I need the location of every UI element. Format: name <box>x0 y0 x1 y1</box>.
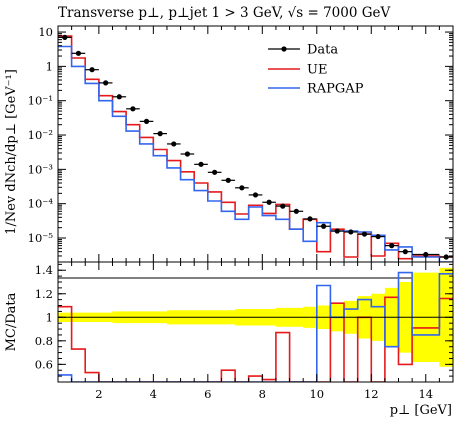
data-point <box>239 185 245 191</box>
data-point <box>280 203 286 209</box>
top-y-axis-label: 1/Nev dNch/dp⊥ [GeV⁻¹] <box>4 69 19 235</box>
top-content <box>58 34 453 262</box>
data-point <box>103 80 109 86</box>
data-point <box>307 216 313 222</box>
top-y-ticks: 10 1 10⁻¹ 10⁻² 10⁻³ 10⁻⁴ 10⁻⁵ <box>28 25 453 263</box>
legend-data-label: Data <box>307 43 338 58</box>
data-point <box>62 34 68 40</box>
top-panel: 10 1 10⁻¹ 10⁻² 10⁻³ 10⁻⁴ 10⁻⁵ 1/Nev dNch/dp⊥ [… <box>4 25 454 279</box>
series-ue-line <box>58 35 453 260</box>
data-point <box>143 118 150 124</box>
ratio-panel: 0.6 0.8 1 1.2 1.4 MC/Data <box>4 261 454 383</box>
y-tick-label: 10⁻¹ <box>28 94 53 108</box>
y-tick-label: 10⁻⁴ <box>28 197 54 211</box>
data-point <box>225 177 231 183</box>
data-point <box>321 223 327 229</box>
x-tick-label: 8 <box>259 387 266 401</box>
x-axis-ticks: 2 4 6 8 10 12 14 <box>57 26 454 401</box>
data-point <box>184 151 190 157</box>
ratio-tick-label: 1.2 <box>35 287 53 301</box>
y-tick-label: 1 <box>46 59 53 73</box>
data-point <box>75 50 82 56</box>
data-point <box>212 169 218 175</box>
top-frame <box>57 25 454 279</box>
data-point <box>402 249 408 255</box>
data-point <box>443 254 449 260</box>
ratio-content <box>58 267 453 382</box>
y-tick-label: 10⁻² <box>28 128 53 142</box>
x-tick-label: 14 <box>418 387 433 401</box>
ratio-tick-label: 0.8 <box>35 334 53 348</box>
x-tick-label: 6 <box>204 387 211 401</box>
data-point <box>361 231 368 237</box>
ratio-tick-label: 1 <box>46 310 53 324</box>
top-plot-area <box>58 34 453 262</box>
data-point <box>157 131 163 137</box>
ratio-frame <box>57 261 454 383</box>
x-tick-label: 2 <box>95 387 102 401</box>
data-point <box>116 94 122 100</box>
ratio-y-ticks: 0.6 0.8 1 1.2 1.4 <box>35 263 453 377</box>
data-point <box>130 106 136 112</box>
x-tick-label: 12 <box>364 387 379 401</box>
data-point <box>252 192 259 198</box>
ratio-tick-label: 0.6 <box>35 357 53 371</box>
data-point <box>334 228 340 234</box>
data-point <box>348 229 354 235</box>
x-tick-label: 10 <box>309 387 324 401</box>
data-point <box>171 141 177 147</box>
ratio-tick-label: 1.4 <box>35 263 53 277</box>
data-point <box>198 161 204 167</box>
chart-title: Transverse p⊥, p⊥jet 1 > 3 GeV, √s = 700… <box>58 5 391 21</box>
y-tick-label: 10⁻³ <box>28 162 54 176</box>
data-point <box>293 208 299 214</box>
legend-data-marker <box>281 46 287 52</box>
series-rapgap-line <box>58 45 453 262</box>
legend: Data UE RAPGAP <box>268 43 364 97</box>
x-tick-label: 4 <box>150 387 157 401</box>
x-axis-label: p⊥ [GeV] <box>390 403 452 418</box>
legend-ue-label: UE <box>307 63 327 78</box>
data-point <box>89 67 95 73</box>
data-point <box>266 199 272 205</box>
ratio-plot-area <box>58 267 453 382</box>
data-point <box>389 243 395 249</box>
y-tick-label: 10 <box>38 25 53 39</box>
ratio-rapgap-line <box>58 271 453 382</box>
ratio-y-axis-label: MC/Data <box>4 292 19 351</box>
y-tick-label: 10⁻⁵ <box>28 231 54 245</box>
data-point <box>375 233 381 240</box>
legend-rapgap-label: RAPGAP <box>307 82 364 97</box>
